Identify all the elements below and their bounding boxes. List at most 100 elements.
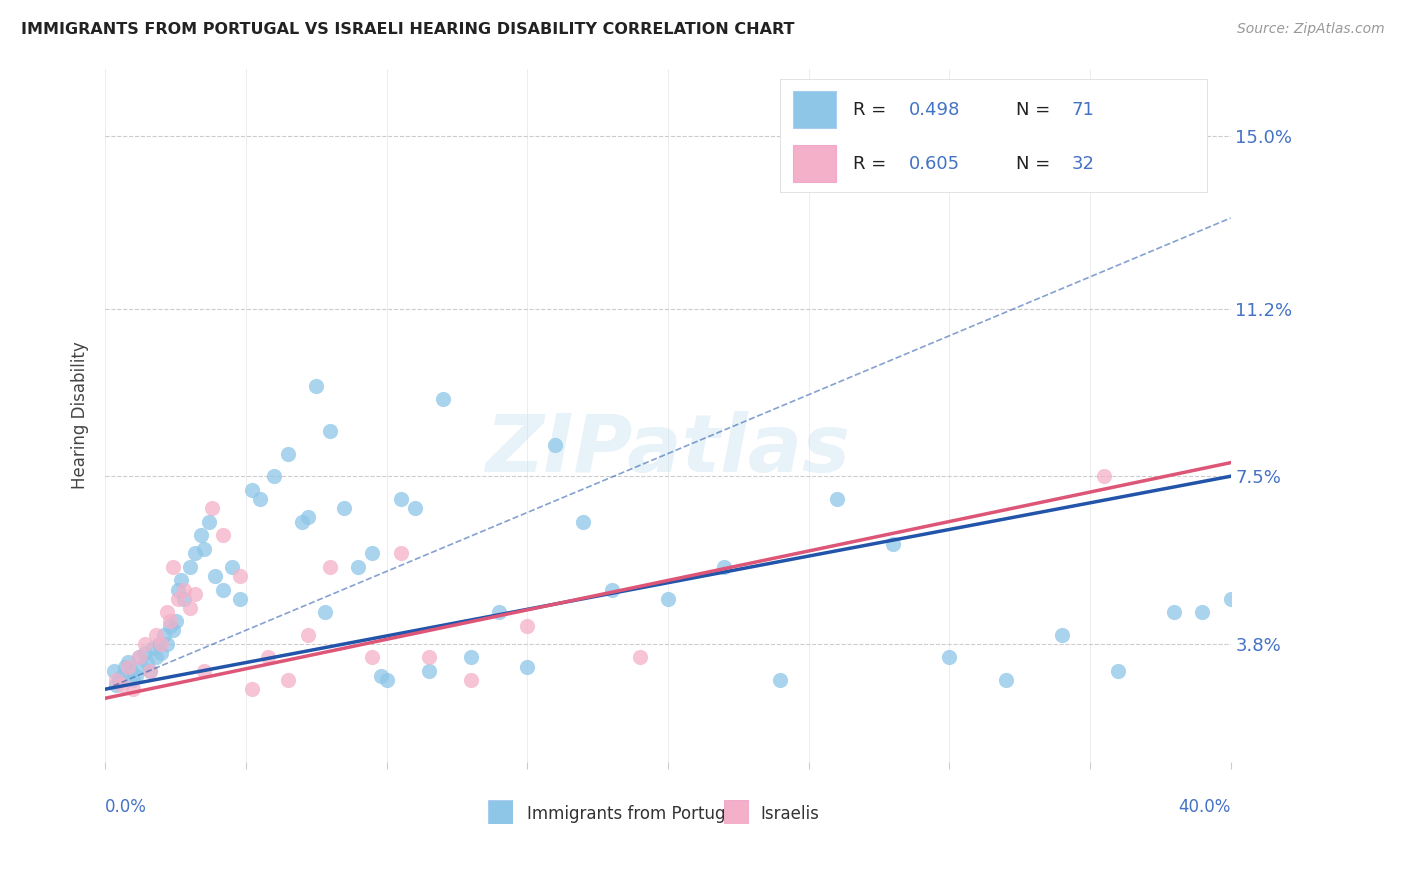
- Point: [263, 469, 285, 483]
- Point: [319, 424, 342, 438]
- Point: [389, 491, 412, 506]
- Point: [277, 673, 299, 687]
- Text: 0.0%: 0.0%: [105, 798, 148, 816]
- Point: [111, 668, 134, 682]
- Point: [418, 664, 440, 678]
- Point: [201, 500, 224, 515]
- Point: [994, 673, 1017, 687]
- Point: [229, 591, 252, 606]
- Point: [257, 650, 280, 665]
- Point: [139, 664, 162, 678]
- Text: 40.0%: 40.0%: [1178, 798, 1230, 816]
- Point: [1219, 591, 1241, 606]
- Point: [516, 619, 538, 633]
- Point: [229, 569, 252, 583]
- Point: [277, 447, 299, 461]
- Point: [375, 673, 398, 687]
- Point: [103, 664, 125, 678]
- Point: [162, 559, 184, 574]
- Point: [221, 559, 243, 574]
- Point: [162, 624, 184, 638]
- Point: [291, 515, 314, 529]
- Point: [713, 559, 735, 574]
- Point: [139, 664, 162, 678]
- Point: [173, 582, 195, 597]
- Point: [128, 650, 150, 665]
- Point: [305, 378, 328, 392]
- Point: [114, 659, 136, 673]
- Point: [131, 659, 153, 673]
- Point: [122, 682, 145, 697]
- Point: [297, 628, 319, 642]
- Point: [198, 515, 221, 529]
- Text: Israelis: Israelis: [761, 805, 820, 822]
- Point: [111, 678, 134, 692]
- Point: [167, 591, 190, 606]
- Text: IMMIGRANTS FROM PORTUGAL VS ISRAELI HEARING DISABILITY CORRELATION CHART: IMMIGRANTS FROM PORTUGAL VS ISRAELI HEAR…: [21, 22, 794, 37]
- Point: [544, 437, 567, 451]
- Point: [938, 650, 960, 665]
- Point: [460, 650, 482, 665]
- Point: [361, 546, 384, 560]
- Point: [145, 650, 167, 665]
- Point: [117, 655, 139, 669]
- Text: Immigrants from Portugal: Immigrants from Portugal: [527, 805, 741, 822]
- Point: [145, 628, 167, 642]
- Point: [105, 673, 128, 687]
- Point: [769, 673, 792, 687]
- Point: [516, 659, 538, 673]
- Point: [117, 659, 139, 673]
- Y-axis label: Hearing Disability: Hearing Disability: [72, 342, 89, 489]
- Point: [150, 646, 173, 660]
- Point: [347, 559, 370, 574]
- Point: [156, 637, 179, 651]
- Point: [319, 559, 342, 574]
- Point: [460, 673, 482, 687]
- Point: [212, 528, 235, 542]
- Point: [159, 619, 181, 633]
- Point: [488, 605, 510, 619]
- Point: [333, 500, 356, 515]
- Point: [179, 600, 201, 615]
- Point: [125, 668, 148, 682]
- Point: [212, 582, 235, 597]
- Point: [432, 392, 454, 407]
- Point: [240, 483, 263, 497]
- Point: [314, 605, 336, 619]
- Point: [159, 614, 181, 628]
- Point: [240, 682, 263, 697]
- Point: [404, 500, 426, 515]
- Point: [150, 637, 173, 651]
- Point: [142, 641, 165, 656]
- Point: [1050, 628, 1073, 642]
- Point: [156, 605, 179, 619]
- Point: [418, 650, 440, 665]
- Point: [572, 515, 595, 529]
- Point: [389, 546, 412, 560]
- Point: [120, 664, 142, 678]
- Point: [628, 650, 651, 665]
- Point: [128, 650, 150, 665]
- Point: [657, 591, 679, 606]
- Point: [825, 491, 848, 506]
- Point: [370, 668, 392, 682]
- Point: [1163, 605, 1185, 619]
- Point: [105, 678, 128, 692]
- Point: [1107, 664, 1129, 678]
- Point: [108, 673, 131, 687]
- Point: [184, 546, 207, 560]
- Point: [204, 569, 226, 583]
- Point: [148, 637, 170, 651]
- Point: [184, 587, 207, 601]
- Point: [134, 646, 156, 660]
- Point: [361, 650, 384, 665]
- Point: [136, 655, 159, 669]
- Point: [190, 528, 212, 542]
- Point: [179, 559, 201, 574]
- Point: [882, 537, 904, 551]
- Point: [134, 637, 156, 651]
- Point: [193, 541, 215, 556]
- Point: [173, 591, 195, 606]
- Point: [122, 673, 145, 687]
- Point: [153, 628, 176, 642]
